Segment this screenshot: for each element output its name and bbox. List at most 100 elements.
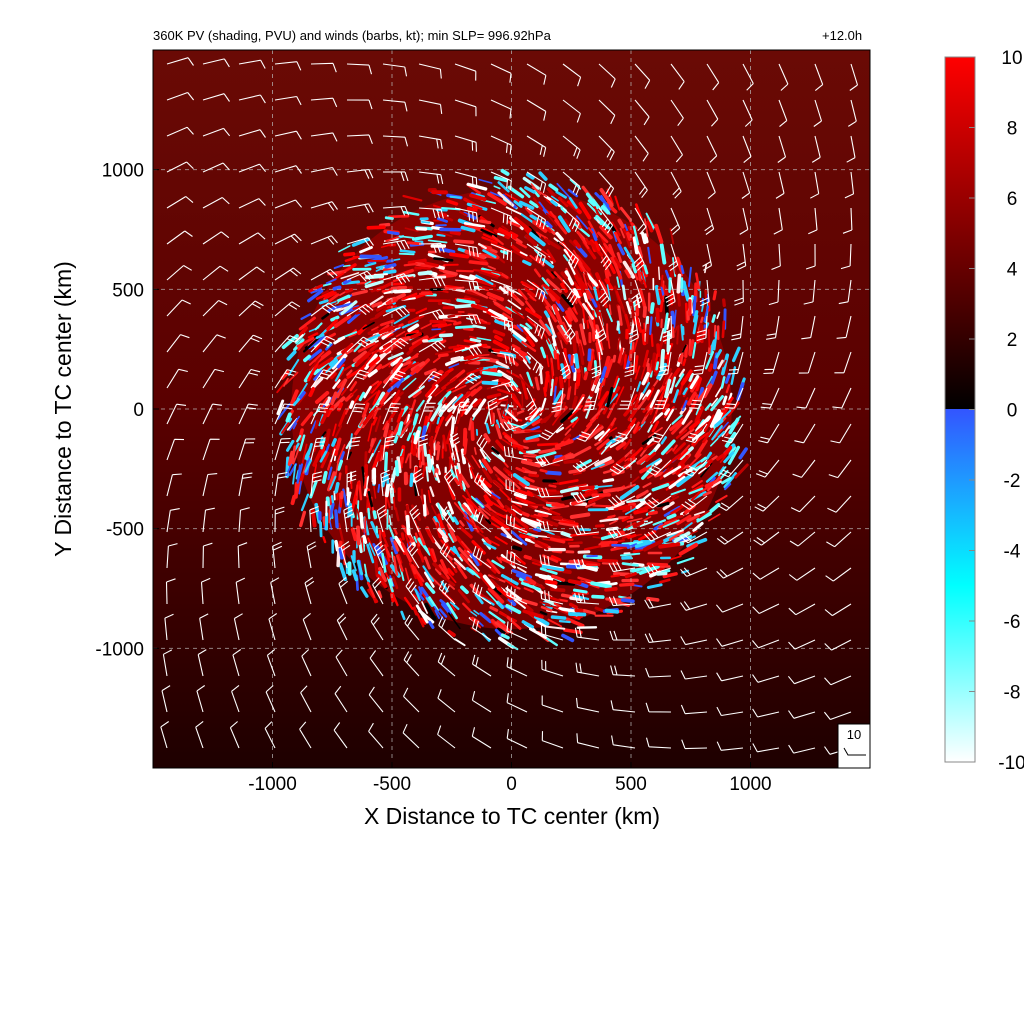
- pv-streak: [622, 508, 630, 513]
- pv-streak: [331, 438, 337, 447]
- pv-streak: [470, 526, 488, 540]
- wind-barb: [790, 495, 816, 513]
- pv-streak: [423, 556, 431, 570]
- pv-streak: [426, 395, 433, 403]
- pv-streak: [519, 251, 528, 257]
- pv-streak: [670, 289, 674, 306]
- pv-streak: [639, 521, 653, 527]
- pv-streak: [615, 430, 630, 442]
- pv-streak: [490, 574, 500, 581]
- pv-streak: [585, 502, 596, 508]
- pv-streak: [634, 273, 639, 281]
- pv-streak: [488, 296, 497, 302]
- pv-streak: [290, 494, 297, 506]
- pv-streak: [635, 500, 647, 510]
- pv-streak: [556, 332, 562, 342]
- pv-streak: [471, 204, 483, 211]
- pv-streak: [425, 596, 434, 608]
- pv-streak: [640, 231, 647, 245]
- pv-streak: [308, 386, 316, 398]
- pv-streak: [521, 379, 529, 400]
- pv-streak: [552, 303, 563, 326]
- wind-barb: [310, 201, 338, 211]
- pv-streak: [359, 511, 365, 530]
- pv-streak: [678, 542, 699, 556]
- pv-streak: [441, 302, 458, 307]
- pv-streak: [624, 313, 632, 334]
- pv-streak: [572, 396, 585, 415]
- wind-barb: [373, 541, 386, 569]
- pv-streak: [617, 243, 625, 256]
- wind-barb: [454, 99, 477, 117]
- pv-streak: [480, 228, 498, 238]
- pv-streak: [375, 304, 387, 312]
- pv-streak: [308, 351, 325, 366]
- pv-streak: [464, 295, 481, 304]
- pv-streak: [606, 386, 614, 408]
- wind-barb: [506, 621, 528, 641]
- pv-streak: [594, 524, 605, 528]
- wind-barb: [418, 402, 436, 425]
- pv-streak: [370, 521, 380, 539]
- pv-streak: [287, 359, 300, 376]
- pv-streak: [539, 601, 551, 606]
- pv-streak: [724, 372, 732, 384]
- pv-streak: [612, 375, 619, 389]
- pv-streak: [592, 484, 613, 489]
- wind-barb: [274, 335, 299, 353]
- wind-barb: [505, 479, 528, 497]
- pv-streak: [523, 326, 538, 343]
- pv-streak: [680, 369, 693, 386]
- pv-streak: [494, 628, 503, 637]
- wind-barb: [742, 99, 753, 127]
- pv-streak: [675, 429, 688, 439]
- wind-barb: [680, 601, 708, 611]
- pv-streak: [646, 596, 660, 602]
- pv-streak: [367, 329, 379, 336]
- pv-streak: [666, 352, 670, 369]
- pv-streak: [476, 337, 492, 342]
- pv-streak: [296, 434, 302, 443]
- pv-streak: [638, 454, 650, 465]
- pv-streak: [437, 323, 452, 329]
- pv-streak: [674, 373, 685, 388]
- pv-streak: [467, 461, 473, 479]
- pv-streak: [512, 545, 523, 552]
- pv-streak: [407, 323, 420, 333]
- pv-streak: [534, 509, 552, 516]
- pv-streak: [327, 466, 333, 481]
- pv-streak: [654, 458, 663, 466]
- wind-barb: [274, 130, 302, 140]
- colorbar-tick-label: 0: [1007, 401, 1018, 422]
- wind-barb: [613, 423, 636, 443]
- pv-streak: [719, 447, 733, 463]
- pv-streak: [547, 317, 557, 338]
- pv-streak: [410, 365, 420, 376]
- pv-streak: [548, 484, 557, 488]
- pv-streak: [403, 596, 414, 610]
- wind-barb: [811, 135, 821, 163]
- wind-barb: [238, 472, 253, 497]
- pv-streak: [694, 272, 701, 290]
- pv-streak: [673, 442, 686, 455]
- pv-streak: [438, 608, 448, 618]
- pv-streak: [289, 415, 301, 431]
- pv-streak: [568, 251, 578, 265]
- wind-barb: [439, 543, 456, 569]
- wind-barb: [472, 545, 492, 569]
- wind-barb: [304, 577, 315, 605]
- wind-barb: [274, 506, 285, 533]
- wind-barb: [796, 387, 816, 409]
- pv-streak: [653, 471, 664, 478]
- pv-streak: [670, 555, 682, 561]
- pv-streak: [560, 282, 568, 293]
- pv-streak: [297, 343, 304, 351]
- wind-barb: [598, 279, 610, 307]
- pv-streak: [558, 331, 569, 345]
- pv-streak: [366, 225, 386, 230]
- pv-streak: [662, 519, 680, 528]
- wind-barb: [680, 567, 708, 577]
- pv-streak: [722, 359, 727, 368]
- wind-barb: [803, 279, 816, 305]
- wind-barb: [752, 567, 780, 580]
